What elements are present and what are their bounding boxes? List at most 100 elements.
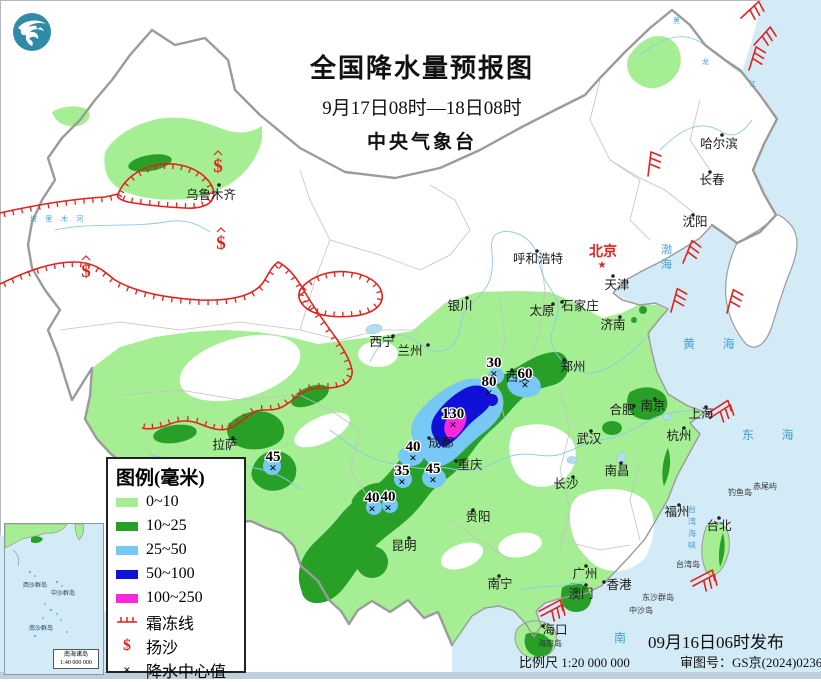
frost-tick xyxy=(66,201,67,206)
frost-tick xyxy=(377,291,382,293)
frost-tick xyxy=(252,292,254,296)
city-昆明: 昆明 xyxy=(391,536,416,553)
legend-frost-line: 霜冻线 xyxy=(116,610,238,634)
city-dot xyxy=(602,580,606,584)
frost-tick xyxy=(259,287,262,291)
frost-tick xyxy=(334,272,335,277)
frost-tick xyxy=(300,292,304,295)
sea-label-char: 海 xyxy=(661,257,672,271)
city-label: 杭州 xyxy=(666,428,691,443)
legend-item-100~250: 100~250 xyxy=(116,586,238,610)
precip-center-value: 40 xyxy=(381,489,396,505)
city-长春: 长春 xyxy=(699,170,725,187)
city-label: 北京 xyxy=(589,243,617,260)
frost-tick xyxy=(172,297,173,302)
frost-tick xyxy=(103,273,106,277)
city-label: 南宁 xyxy=(487,576,512,591)
city-label: 福州 xyxy=(664,504,689,519)
city-香港: 香港 xyxy=(602,578,632,592)
city-label: 合肥 xyxy=(609,402,635,417)
frost-tick xyxy=(111,196,112,201)
frost-tick xyxy=(178,417,179,422)
city-南昌: 南昌 xyxy=(604,461,629,478)
inset-caption: 南海诸岛 1:40 000 000 xyxy=(53,649,99,669)
city-label: 呼和浩特 xyxy=(513,251,563,266)
city-label: 广州 xyxy=(572,567,597,581)
sand-symbol: $ xyxy=(216,228,226,254)
legend-item-50~100: 50~100 xyxy=(116,562,238,586)
frost-tick xyxy=(373,284,377,287)
sea-label-塔 里 木 河: 塔 里 木 河 xyxy=(30,214,83,223)
capital-star-icon: ★ xyxy=(598,260,607,271)
sea-label-char: 江 xyxy=(749,80,756,88)
island-label-台湾岛: 台湾岛 xyxy=(676,559,700,569)
city-石家庄: 石家庄 xyxy=(560,298,599,313)
frost-tick xyxy=(377,299,382,300)
sea-label-char: 南 xyxy=(614,630,626,645)
city-呼和浩特: 呼和浩特 xyxy=(513,249,563,266)
sand-dollar-glyph: $ xyxy=(216,233,226,254)
frost-tick xyxy=(144,292,145,297)
city-label: 台北 xyxy=(706,518,732,533)
city-哈尔滨: 哈尔滨 xyxy=(700,133,738,151)
frost-tick xyxy=(310,307,314,310)
frost-tick xyxy=(351,273,352,278)
city-label: 石家庄 xyxy=(561,298,599,313)
legend-frost-line-label: 霜冻线 xyxy=(146,610,194,634)
city-label: 乌鲁木齐 xyxy=(186,187,237,202)
city-label: 长春 xyxy=(699,173,725,187)
sand-caret xyxy=(217,228,225,232)
frost-tick xyxy=(132,198,133,203)
legend-swatch xyxy=(116,570,138,579)
legend-swatch xyxy=(116,498,138,507)
frost-tick xyxy=(13,210,14,215)
legend-swatch xyxy=(116,522,138,531)
precip-center-value: 40 xyxy=(365,490,380,506)
legend-swatch xyxy=(116,594,138,603)
frost-tick xyxy=(320,322,324,325)
sand-symbol: $ xyxy=(81,256,91,282)
city-拉萨: 拉萨 xyxy=(212,436,237,452)
city-label: 沈阳 xyxy=(682,214,707,229)
city-郑州: 郑州 xyxy=(560,358,585,374)
frost-tick xyxy=(28,272,30,277)
city-label: 天津 xyxy=(604,278,629,292)
frost-tick xyxy=(20,275,22,280)
city-武汉: 武汉 xyxy=(576,429,602,446)
frost-tick xyxy=(75,200,76,205)
city-太原: 太原 xyxy=(529,302,554,318)
frost-tick xyxy=(244,295,246,300)
map-license: 审图号：GS京(2024)0236号 xyxy=(680,652,821,671)
city-海口: 海口 xyxy=(541,622,567,637)
legend-precip-center-label: 降水中心值 xyxy=(146,658,226,682)
city-label: 上海 xyxy=(688,406,714,421)
frost-tick xyxy=(275,265,279,269)
city-label: 太原 xyxy=(529,303,554,318)
city-天津: 天津 xyxy=(604,274,629,292)
precip-center-value: 40 xyxy=(406,439,421,455)
sea-label-南: 南 xyxy=(614,630,626,645)
legend-item-label: 25~50 xyxy=(146,541,187,559)
frost-tick xyxy=(153,294,154,299)
legend-sand-symbol-icon: $ xyxy=(116,637,138,655)
frost-tick xyxy=(63,263,64,268)
sea-label-char: 木 xyxy=(61,214,68,223)
frost-tick xyxy=(325,311,326,316)
frost-tick xyxy=(46,266,47,271)
frost-tick xyxy=(57,202,58,207)
cma-logo xyxy=(8,8,56,56)
city-label: 昆明 xyxy=(391,539,416,553)
frost-tick xyxy=(123,196,125,201)
island-label-钓鱼岛: 钓鱼岛 xyxy=(728,487,752,497)
legend-item-label: 10~25 xyxy=(146,517,187,535)
city-成都: 成都 xyxy=(427,436,454,450)
sea-label-char: 塔 xyxy=(30,214,37,223)
frost-tick xyxy=(12,279,14,284)
precip-center-value: 35 xyxy=(395,463,410,479)
city-沈阳: 沈阳 xyxy=(682,213,707,229)
frost-tick xyxy=(4,282,6,287)
city-label: 兰州 xyxy=(397,344,422,358)
frost-tick xyxy=(296,284,300,287)
